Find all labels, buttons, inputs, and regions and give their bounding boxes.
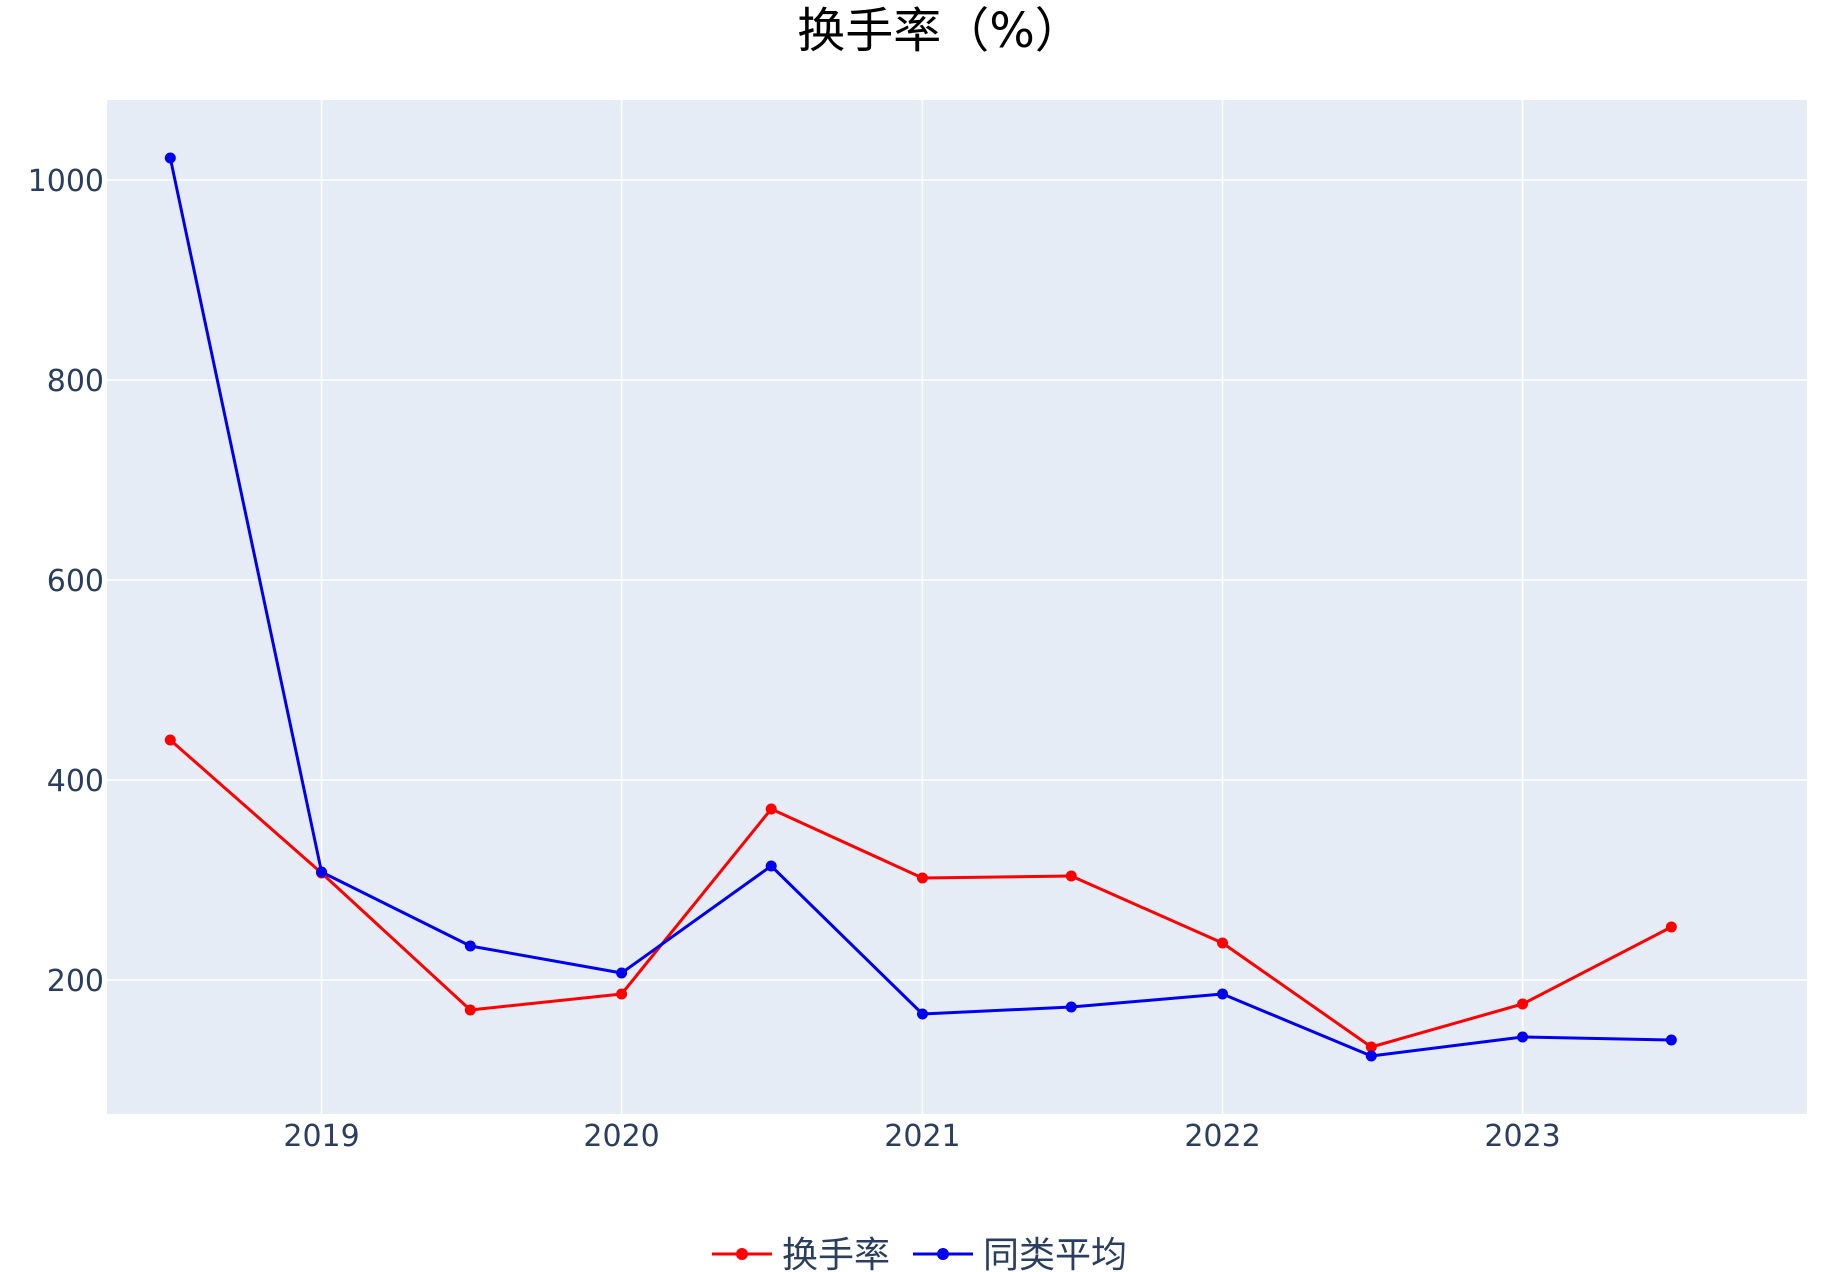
y-tick-label: 800 [47, 364, 104, 399]
data-point[interactable] [316, 866, 328, 878]
legend-label-0[interactable]: 换手率 [782, 1235, 890, 1272]
y-tick-label: 1000 [28, 164, 104, 199]
data-point[interactable] [1217, 988, 1229, 1000]
data-point[interactable] [765, 860, 777, 872]
data-point[interactable] [765, 803, 777, 815]
plot-area [107, 100, 1807, 1114]
data-point[interactable] [1065, 870, 1077, 882]
data-point[interactable] [616, 988, 628, 1000]
x-tick-label: 2023 [1484, 1119, 1560, 1154]
legend-label-1[interactable]: 同类平均 [983, 1235, 1127, 1272]
legend-marker-0 [736, 1248, 748, 1260]
data-point[interactable] [1517, 1031, 1529, 1043]
x-tick-label: 2019 [283, 1119, 359, 1154]
data-point[interactable] [916, 872, 928, 884]
data-point[interactable] [164, 152, 176, 164]
data-point[interactable] [1665, 921, 1677, 933]
x-tick-label: 2020 [583, 1119, 659, 1154]
data-point[interactable] [1517, 998, 1529, 1010]
y-tick-label: 600 [47, 564, 104, 599]
data-point[interactable] [616, 967, 628, 979]
data-point[interactable] [1065, 1001, 1077, 1013]
data-point[interactable] [464, 940, 476, 952]
data-point[interactable] [1365, 1050, 1377, 1062]
data-point[interactable] [916, 1008, 928, 1020]
chart-title: 换手率（%） [797, 3, 1083, 59]
x-tick-label: 2021 [884, 1119, 960, 1154]
y-gridlines [107, 179, 1807, 981]
legend: 换手率 同类平均 [712, 1235, 1127, 1272]
y-axis-ticks: 200 400 600 800 1000 [28, 164, 104, 999]
data-point[interactable] [1217, 937, 1229, 949]
y-tick-label: 400 [47, 764, 104, 799]
legend-marker-1 [937, 1248, 949, 1260]
x-axis-ticks: 2019 2020 2021 2022 2023 [283, 1119, 1560, 1154]
data-point[interactable] [1365, 1041, 1377, 1053]
y-tick-label: 200 [47, 964, 104, 999]
data-point[interactable] [1665, 1034, 1677, 1046]
x-tick-label: 2022 [1184, 1119, 1260, 1154]
data-point[interactable] [164, 734, 176, 746]
series-markers [164, 152, 1677, 1062]
data-point[interactable] [464, 1004, 476, 1016]
